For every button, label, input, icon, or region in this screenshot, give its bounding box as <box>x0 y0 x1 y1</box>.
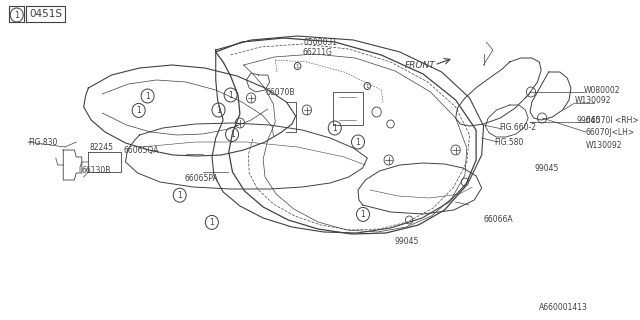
Text: 1: 1 <box>356 138 360 147</box>
Text: 0500031: 0500031 <box>303 37 337 46</box>
Text: 66066A: 66066A <box>484 215 513 225</box>
Text: 66070J<LH>: 66070J<LH> <box>586 127 635 137</box>
Text: FIG.660-2: FIG.660-2 <box>499 123 536 132</box>
Text: 0451S: 0451S <box>29 9 62 19</box>
Text: FIG.580: FIG.580 <box>494 138 523 147</box>
Text: 99045: 99045 <box>394 237 419 246</box>
Text: W130092: W130092 <box>586 140 622 149</box>
Text: 1: 1 <box>332 124 337 132</box>
Text: W130092: W130092 <box>575 95 611 105</box>
Text: 1: 1 <box>14 11 19 20</box>
Text: 66130B: 66130B <box>82 165 111 174</box>
Text: W080002: W080002 <box>584 85 620 94</box>
Text: 1: 1 <box>361 210 365 219</box>
Text: A660001413: A660001413 <box>539 303 588 312</box>
Text: 1: 1 <box>177 191 182 200</box>
Text: 66070I <RH>: 66070I <RH> <box>586 116 639 124</box>
Text: 1: 1 <box>216 106 221 115</box>
Text: 66065QA: 66065QA <box>124 146 159 155</box>
Text: 1: 1 <box>228 91 233 100</box>
Text: 1: 1 <box>296 63 300 68</box>
Text: 66211G: 66211G <box>302 47 332 57</box>
Text: 66065PA: 66065PA <box>184 173 218 182</box>
Text: 1: 1 <box>230 130 234 139</box>
Text: FRONT: FRONT <box>404 60 435 69</box>
Text: 66070B: 66070B <box>265 87 294 97</box>
Text: 1: 1 <box>145 92 150 100</box>
Text: 99045: 99045 <box>534 164 559 172</box>
Text: 1: 1 <box>136 106 141 115</box>
Text: 1: 1 <box>209 218 214 227</box>
Text: 1: 1 <box>365 84 369 89</box>
Text: FIG.830: FIG.830 <box>28 138 57 147</box>
Text: 82245: 82245 <box>89 142 113 151</box>
Text: 99045: 99045 <box>577 116 601 124</box>
